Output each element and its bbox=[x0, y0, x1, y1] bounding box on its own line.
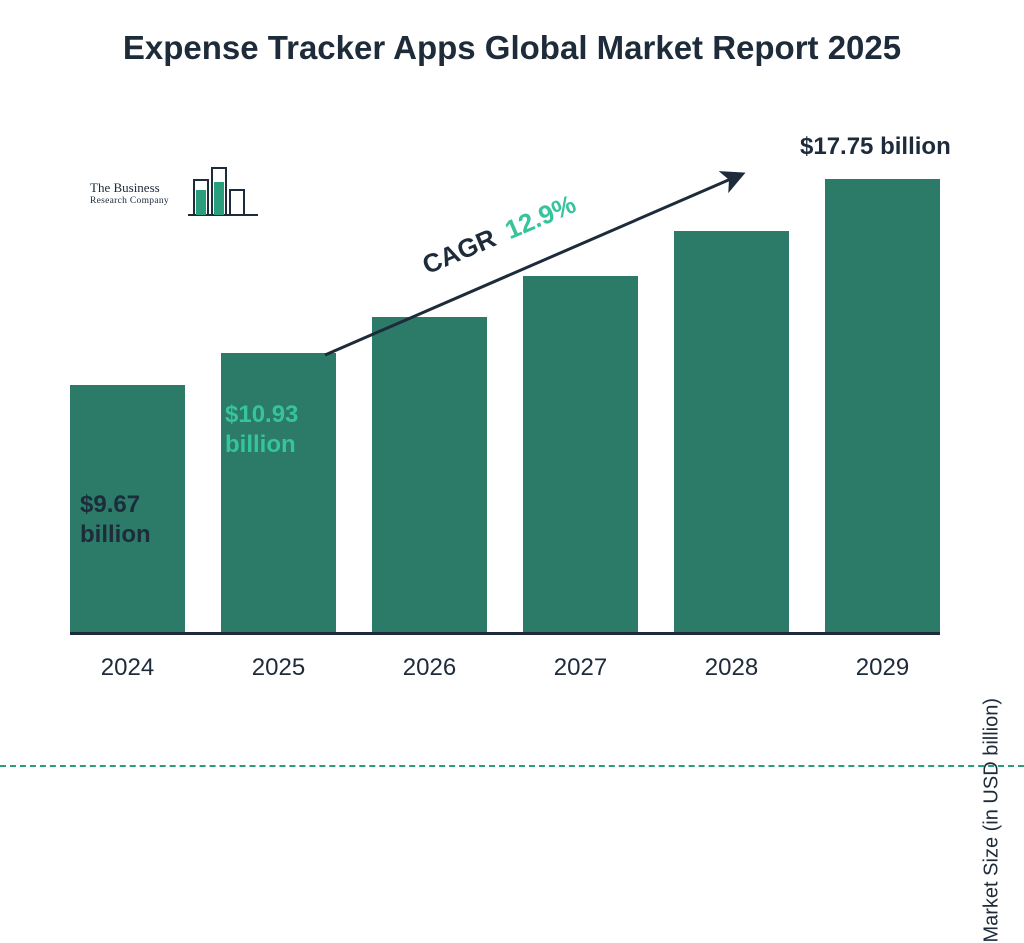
x-axis-label: 2024 bbox=[70, 654, 185, 682]
x-axis-labels: 2024 2025 2026 2027 2028 2029 bbox=[70, 654, 940, 682]
bar bbox=[221, 353, 336, 632]
bar-slot bbox=[372, 150, 487, 632]
x-axis-label: 2027 bbox=[523, 654, 638, 682]
data-label: $10.93billion bbox=[225, 400, 298, 460]
data-label: $17.75 billion bbox=[800, 132, 951, 162]
page-root: Expense Tracker Apps Global Market Repor… bbox=[0, 0, 1024, 768]
x-axis-label: 2025 bbox=[221, 654, 336, 682]
bar bbox=[372, 317, 487, 632]
bar bbox=[825, 179, 940, 632]
data-label: $9.67billion bbox=[80, 490, 151, 550]
bar-slot bbox=[674, 150, 789, 632]
bar-slot bbox=[221, 150, 336, 632]
bar-slot bbox=[825, 150, 940, 632]
bar-slot bbox=[70, 150, 185, 632]
chart-title: Expense Tracker Apps Global Market Repor… bbox=[0, 28, 1024, 68]
x-axis-label: 2028 bbox=[674, 654, 789, 682]
bar bbox=[523, 276, 638, 632]
y-axis-label: Market Size (in USD billion) bbox=[981, 698, 1004, 943]
x-axis-label: 2026 bbox=[372, 654, 487, 682]
x-axis-label: 2029 bbox=[825, 654, 940, 682]
bottom-divider bbox=[0, 765, 1024, 767]
bar bbox=[674, 231, 789, 632]
